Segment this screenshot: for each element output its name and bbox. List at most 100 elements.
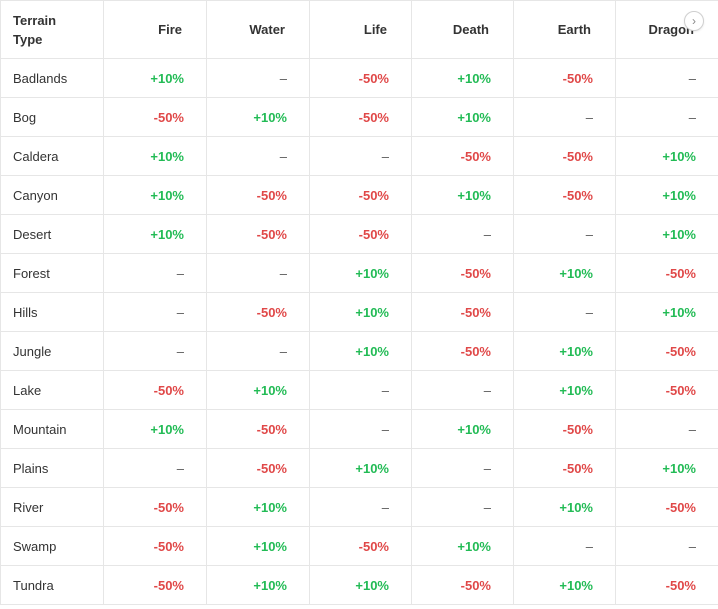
modifier-cell: – (615, 97, 718, 137)
modifier-cell: +10% (206, 565, 310, 605)
modifier-cell: +10% (615, 448, 718, 488)
modifier-cell: +10% (513, 487, 616, 527)
modifier-cell: -50% (615, 370, 718, 410)
modifier-cell: -50% (206, 448, 310, 488)
terrain-name-cell: Desert (0, 214, 104, 254)
modifier-cell: +10% (615, 214, 718, 254)
modifier-cell: +10% (513, 331, 616, 371)
modifier-cell: – (615, 409, 718, 449)
modifier-cell: +10% (411, 526, 514, 566)
header-death: Death (411, 0, 514, 59)
header-terrain-type: Terrain Type (0, 0, 104, 59)
table-body: Badlands +10% – -50% +10% -50% – Bog -50% +10% -50… (0, 58, 718, 605)
modifier-cell: -50% (309, 58, 412, 98)
modifier-cell: -50% (411, 331, 514, 371)
header-earth: Earth (513, 0, 616, 59)
modifier-cell: +10% (513, 565, 616, 605)
scroll-right-button[interactable]: › (684, 11, 704, 31)
terrain-name-cell: Forest (0, 253, 104, 293)
modifier-cell: -50% (206, 409, 310, 449)
modifier-cell: -50% (411, 565, 514, 605)
table-row: Bog -50% +10% -50% +10% – – (0, 97, 718, 137)
modifier-cell: +10% (309, 565, 412, 605)
table-row: Canyon +10% -50% -50% +10% -50% +10% (0, 175, 718, 215)
header-life: Life (309, 0, 412, 59)
terrain-name-cell: Hills (0, 292, 104, 332)
modifier-cell: +10% (411, 175, 514, 215)
modifier-cell: +10% (103, 136, 207, 176)
terrain-name-cell: Swamp (0, 526, 104, 566)
modifier-cell: – (411, 370, 514, 410)
modifier-cell: -50% (206, 175, 310, 215)
modifier-cell: -50% (103, 565, 207, 605)
table-row: Hills – -50% +10% -50% – +10% (0, 292, 718, 332)
modifier-cell: – (513, 97, 616, 137)
terrain-name-cell: Mountain (0, 409, 104, 449)
modifier-cell: – (103, 331, 207, 371)
modifier-cell: – (206, 331, 310, 371)
table-row: Lake -50% +10% – – +10% -50% (0, 370, 718, 410)
modifier-cell: – (513, 214, 616, 254)
modifier-cell: +10% (309, 331, 412, 371)
terrain-name-cell: River (0, 487, 104, 527)
modifier-cell: +10% (513, 253, 616, 293)
modifier-cell: -50% (309, 97, 412, 137)
modifier-cell: -50% (513, 58, 616, 98)
modifier-cell: – (103, 253, 207, 293)
modifier-cell: – (513, 292, 616, 332)
modifier-cell: – (206, 58, 310, 98)
modifier-cell: +10% (103, 58, 207, 98)
header-dragon: Dragon (615, 0, 718, 59)
modifier-cell: -50% (103, 370, 207, 410)
modifier-cell: – (615, 526, 718, 566)
modifier-cell: – (615, 58, 718, 98)
modifier-cell: -50% (513, 409, 616, 449)
modifier-cell: -50% (103, 97, 207, 137)
modifier-cell: -50% (513, 175, 616, 215)
modifier-cell: -50% (411, 292, 514, 332)
modifier-cell: -50% (615, 253, 718, 293)
modifier-cell: -50% (411, 136, 514, 176)
modifier-cell: – (309, 370, 412, 410)
modifier-cell: +10% (206, 370, 310, 410)
table-row: Caldera +10% – – -50% -50% +10% (0, 136, 718, 176)
terrain-name-cell: Jungle (0, 331, 104, 371)
modifier-cell: – (309, 136, 412, 176)
table-row: Jungle – – +10% -50% +10% -50% (0, 331, 718, 371)
modifier-cell: – (513, 526, 616, 566)
modifier-cell: – (206, 253, 310, 293)
modifier-cell: +10% (103, 175, 207, 215)
terrain-name-cell: Canyon (0, 175, 104, 215)
table-row: Mountain +10% -50% – +10% -50% – (0, 409, 718, 449)
modifier-cell: – (411, 448, 514, 488)
modifier-cell: +10% (615, 136, 718, 176)
modifier-cell: +10% (309, 448, 412, 488)
modifier-cell: +10% (513, 370, 616, 410)
table-row: Desert +10% -50% -50% – – +10% (0, 214, 718, 254)
modifier-cell: -50% (411, 253, 514, 293)
modifier-cell: +10% (615, 175, 718, 215)
table-row: Plains – -50% +10% – -50% +10% (0, 448, 718, 488)
modifier-cell: -50% (103, 526, 207, 566)
table-row: Tundra -50% +10% +10% -50% +10% -50% (0, 565, 718, 605)
table-row: Badlands +10% – -50% +10% -50% – (0, 58, 718, 98)
modifier-cell: +10% (206, 97, 310, 137)
terrain-name-cell: Plains (0, 448, 104, 488)
table-row: River -50% +10% – – +10% -50% (0, 487, 718, 527)
modifier-cell: – (103, 292, 207, 332)
modifier-cell: +10% (103, 409, 207, 449)
modifier-cell: – (309, 487, 412, 527)
terrain-name-cell: Caldera (0, 136, 104, 176)
terrain-name-cell: Badlands (0, 58, 104, 98)
terrain-name-cell: Bog (0, 97, 104, 137)
modifier-cell: -50% (513, 448, 616, 488)
modifier-cell: -50% (309, 175, 412, 215)
modifier-cell: +10% (411, 58, 514, 98)
modifier-cell: +10% (206, 487, 310, 527)
modifier-cell: +10% (309, 292, 412, 332)
chevron-right-icon: › (692, 14, 696, 28)
header-fire: Fire (103, 0, 207, 59)
modifier-cell: – (206, 136, 310, 176)
modifier-cell: -50% (103, 487, 207, 527)
